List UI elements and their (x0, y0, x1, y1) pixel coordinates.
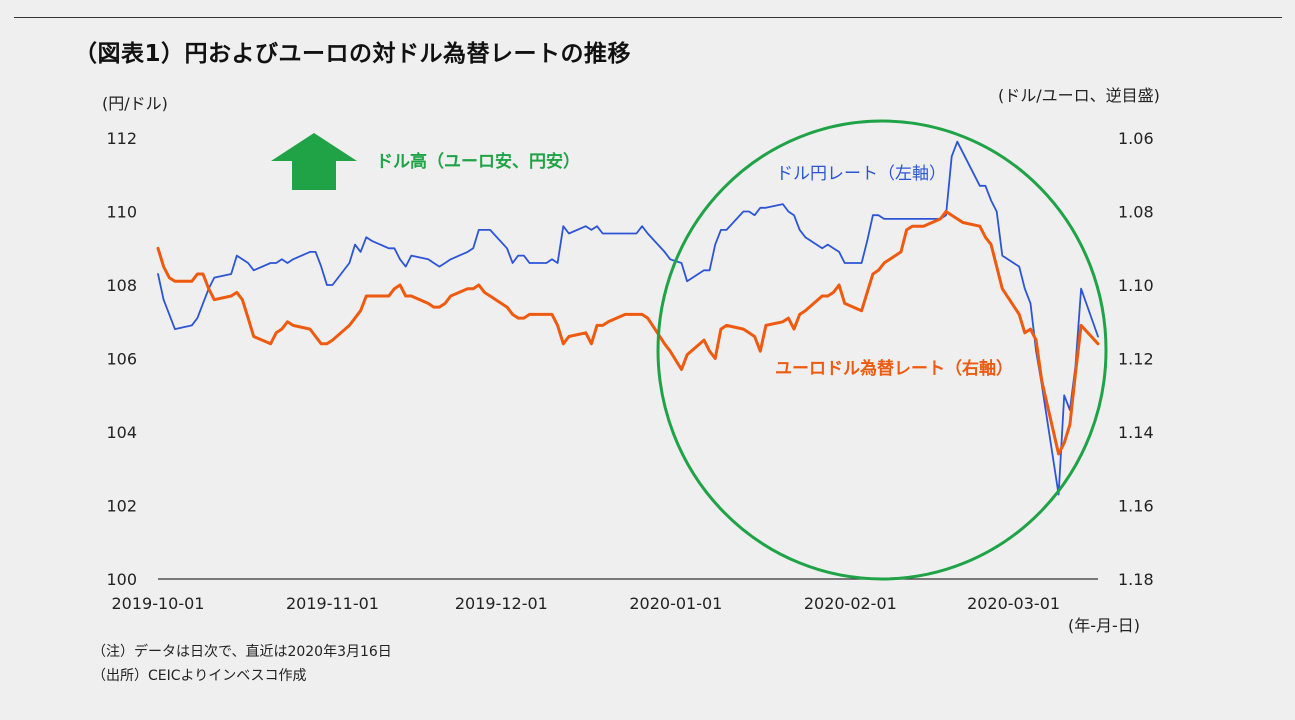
left-tick-label: 110 (106, 203, 137, 222)
highlight-circle (656, 119, 1108, 581)
series-layer (156, 140, 1100, 496)
dollar-strong-label: ドル高（ユーロ安、円安） (376, 151, 580, 172)
x-tick-label: 2020-03-01 (967, 594, 1060, 613)
right-tick-label: 1.18 (1118, 570, 1154, 589)
chart-panel (14, 17, 1282, 704)
usdjpy-line (157, 140, 1099, 496)
x-tick-label: 2020-02-01 (804, 594, 897, 613)
date-axis-unit: (年-月-日) (1068, 616, 1141, 635)
right-tick-label: 1.14 (1118, 423, 1154, 442)
eurusd-line (156, 210, 1100, 456)
right-tick-label: 1.06 (1118, 129, 1154, 148)
right-tick-label: 1.12 (1118, 350, 1154, 369)
left-tick-label: 106 (106, 350, 137, 369)
left-tick-label: 108 (106, 276, 137, 295)
left-tick-label: 100 (106, 570, 137, 589)
left-axis-unit: (円/ドル) (102, 94, 168, 113)
eurusd-series-label: ユーロドル為替レート（右軸） (775, 358, 1013, 379)
up-arrow-icon (271, 133, 357, 190)
right-tick-label: 1.10 (1118, 276, 1154, 295)
annotation-layer: ドル高（ユーロ安、円安） ドル円レート（左軸） ユーロドル為替レート（右軸） (271, 119, 1108, 581)
x-tick-label: 2020-01-01 (629, 594, 722, 613)
left-tick-label: 102 (106, 497, 137, 516)
chart-title: （図表1）円およびユーロの対ドル為替レートの推移 (74, 41, 632, 67)
left-tick-label: 112 (106, 129, 137, 148)
usdjpy-series-label: ドル円レート（左軸） (776, 164, 946, 184)
right-axis-unit: (ドル/ユーロ、逆目盛) (998, 86, 1160, 105)
source-note: （出所）CEICよりインベスコ作成 (92, 668, 307, 684)
right-tick-label: 1.08 (1118, 203, 1154, 222)
left-tick-label: 104 (106, 423, 137, 442)
footnote: （注）データは日次で、直近は2020年3月16日 (92, 644, 392, 660)
x-tick-label: 2019-12-01 (455, 594, 548, 613)
right-tick-label: 1.16 (1118, 497, 1154, 516)
x-tick-label: 2019-11-01 (286, 594, 379, 613)
axes-layer: 2019-10-01 2019-11-01 2019-12-01 2020-01-01… (106, 129, 1153, 613)
x-tick-label: 2019-10-01 (112, 594, 205, 613)
